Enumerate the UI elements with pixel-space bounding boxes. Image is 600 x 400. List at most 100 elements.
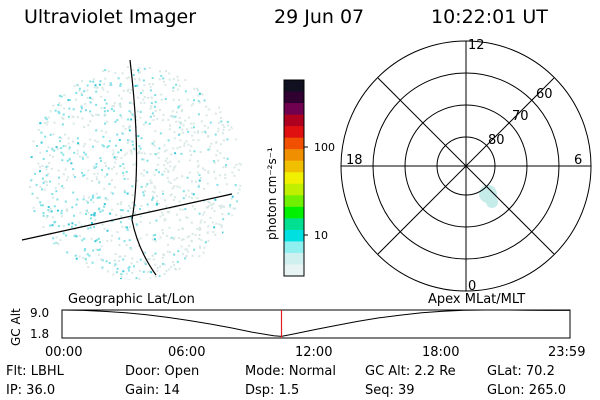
image-pixel — [71, 225, 73, 228]
image-pixel — [93, 86, 96, 89]
image-pixel — [102, 88, 105, 91]
image-pixel — [153, 140, 156, 143]
image-pixel — [186, 128, 188, 131]
image-pixel — [67, 223, 70, 226]
y-tick-max: 9.0 — [30, 306, 49, 320]
image-pixel — [111, 234, 113, 237]
image-pixel — [98, 248, 101, 251]
image-pixel — [176, 75, 179, 78]
image-pixel — [182, 227, 184, 230]
image-pixel — [142, 158, 145, 161]
image-pixel — [190, 180, 193, 183]
image-pixel — [103, 203, 106, 206]
image-pixel — [219, 206, 222, 209]
image-pixel — [110, 108, 113, 110]
image-pixel — [122, 258, 125, 261]
image-pixel — [174, 196, 177, 199]
image-pixel — [189, 149, 192, 152]
image-pixel — [83, 249, 86, 252]
image-pixel — [165, 205, 168, 208]
image-pixel — [173, 178, 176, 181]
image-pixel — [207, 148, 210, 151]
image-pixel — [176, 88, 179, 91]
image-pixel — [72, 168, 75, 171]
image-pixel — [64, 133, 66, 136]
image-pixel — [64, 168, 67, 171]
image-pixel — [57, 243, 60, 246]
image-pixel — [107, 145, 110, 148]
image-pixel — [146, 203, 149, 206]
image-pixel — [209, 121, 212, 124]
image-pixel — [85, 200, 88, 203]
image-pixel — [46, 165, 49, 168]
image-pixel — [45, 165, 48, 168]
image-pixel — [184, 257, 186, 260]
image-pixel — [176, 213, 179, 216]
image-pixel — [79, 110, 82, 113]
image-pixel — [173, 166, 175, 169]
altitude-timeline: GC Alt 9.0 1.8 — [9, 306, 571, 346]
image-pixel — [100, 130, 103, 132]
image-pixel — [73, 85, 76, 88]
image-pixel — [89, 138, 92, 141]
image-pixel — [132, 102, 135, 105]
image-pixel — [193, 248, 196, 251]
image-pixel — [128, 239, 131, 242]
image-pixel — [101, 259, 104, 262]
image-pixel — [150, 271, 153, 274]
image-pixel — [76, 198, 79, 201]
image-pixel — [68, 158, 71, 160]
image-pixel — [207, 205, 210, 208]
image-pixel — [52, 133, 55, 136]
image-pixel — [110, 191, 113, 194]
image-pixel — [162, 192, 164, 195]
image-pixel — [33, 210, 36, 213]
image-pixel — [51, 147, 54, 150]
geographic-image — [21, 59, 242, 280]
image-pixel — [222, 231, 225, 234]
image-pixel — [216, 149, 219, 152]
image-pixel — [103, 110, 106, 113]
image-pixel — [129, 92, 132, 94]
image-pixel — [84, 248, 87, 250]
image-pixel — [154, 233, 157, 236]
image-pixel — [138, 77, 141, 80]
image-pixel — [190, 126, 193, 129]
image-pixel — [129, 247, 132, 250]
image-pixel — [136, 152, 139, 155]
image-pixel — [103, 99, 106, 102]
image-pixel — [186, 98, 189, 101]
image-pixel — [138, 269, 141, 272]
image-pixel — [80, 224, 83, 227]
image-pixel — [96, 178, 99, 181]
image-pixel — [78, 87, 81, 90]
image-pixel — [60, 95, 63, 98]
image-pixel — [172, 98, 175, 101]
image-pixel — [102, 135, 105, 138]
image-pixel — [190, 240, 193, 243]
image-pixel — [123, 167, 126, 170]
image-pixel — [151, 112, 154, 115]
image-pixel — [181, 128, 184, 131]
image-pixel — [98, 196, 101, 199]
image-pixel — [76, 116, 79, 119]
image-pixel — [101, 86, 104, 89]
image-pixel — [114, 253, 117, 255]
image-pixel — [75, 98, 77, 101]
image-pixel — [53, 121, 56, 124]
apex-caption: Apex MLat/MLT — [428, 292, 526, 307]
image-pixel — [90, 217, 92, 220]
image-pixel — [49, 224, 52, 227]
image-pixel — [103, 205, 106, 208]
image-pixel — [155, 169, 158, 171]
instrument-title: Ultraviolet Imager — [24, 6, 197, 28]
image-pixel — [178, 237, 181, 239]
image-pixel — [98, 83, 101, 86]
image-pixel — [61, 123, 64, 126]
image-pixel — [91, 261, 94, 264]
image-pixel — [95, 239, 98, 242]
image-pixel — [98, 207, 101, 210]
image-pixel — [70, 162, 73, 165]
image-pixel — [169, 160, 172, 163]
image-pixel — [95, 165, 98, 168]
